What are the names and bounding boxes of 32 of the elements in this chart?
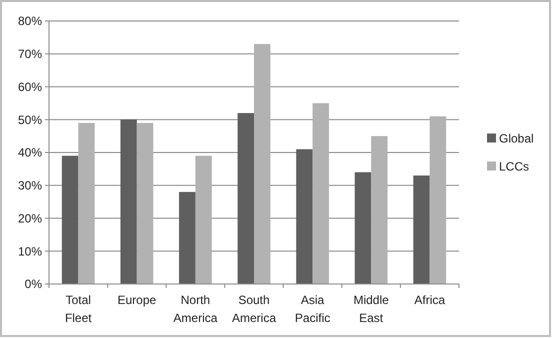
y-tick-label: 50%: [18, 112, 42, 127]
y-tick-label: 70%: [18, 47, 42, 62]
legend-label: Global: [499, 132, 534, 146]
y-tick-label: 80%: [18, 14, 42, 28]
y-tick-label: 40%: [18, 146, 42, 160]
x-tick-label: Africa: [414, 293, 446, 307]
bar: [238, 113, 254, 284]
bar: [179, 192, 196, 284]
bar: [195, 156, 212, 284]
x-tick-label: Middle East: [353, 293, 390, 325]
x-tick-label: South America: [232, 293, 276, 325]
bar: [120, 120, 137, 284]
y-tick-label: 10%: [18, 244, 42, 258]
bar: [354, 172, 372, 284]
bar: [136, 122, 154, 284]
bar: [312, 103, 329, 284]
bar: [78, 122, 95, 284]
x-tick-label: Total Fleet: [64, 293, 92, 325]
y-tick-label: 0%: [24, 277, 42, 292]
bar: [254, 44, 270, 284]
bar: [413, 176, 430, 284]
y-tick-label: 20%: [18, 211, 42, 226]
bar: [62, 156, 78, 284]
x-tick-label: Europe: [118, 293, 157, 307]
y-tick-label: 60%: [18, 80, 42, 94]
bar: [430, 116, 446, 284]
y-tick-label: 30%: [18, 178, 42, 193]
bar: [371, 136, 388, 284]
x-tick-label: North America: [173, 293, 218, 325]
bar: [296, 149, 313, 284]
x-tick-label: Asia Pacific: [294, 293, 330, 325]
legend-label: LCCs: [499, 160, 530, 174]
